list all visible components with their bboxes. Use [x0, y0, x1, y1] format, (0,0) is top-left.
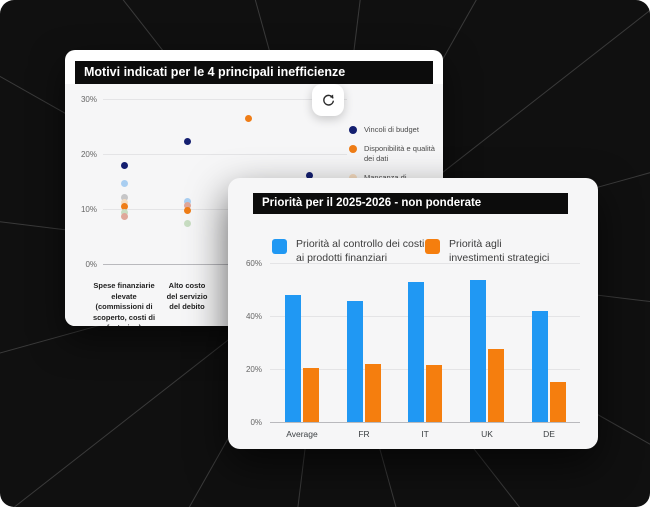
scatter-point-salmon: [183, 202, 191, 210]
bar-category-label: IT: [421, 429, 429, 439]
legend-swatch-icon: [272, 239, 287, 254]
bar-legend-item: Priorità agli investimenti strategici: [425, 238, 549, 265]
scatter-point-orange: [120, 203, 128, 211]
bar-category-label: UK: [481, 429, 493, 439]
legend-dot-icon: [349, 173, 357, 182]
bar-gridline-60: [270, 263, 580, 264]
bar-orange-fr: [365, 363, 381, 422]
scatter-gridline-30: [103, 99, 347, 100]
bar-y-tick: 40%: [245, 312, 262, 321]
scatter-gridline-10: [103, 209, 347, 210]
bar-category-label: FR: [358, 429, 370, 439]
bar-blue-it: [408, 281, 424, 422]
bar-gridline-20: [270, 369, 580, 370]
scatter-point-lightblue: [183, 197, 191, 205]
scatter-point-orange: [183, 206, 191, 214]
bar-orange-it: [426, 365, 442, 422]
legend-dot-icon: [349, 126, 357, 134]
bar-legend-item: Priorità al controllo dei costi e ai pro…: [272, 238, 433, 265]
bar-category-label: Average: [286, 429, 318, 439]
scatter-legend-label: Vincoli di budget: [364, 125, 419, 134]
bar-legend-label: Priorità al controllo dei costi e ai pro…: [296, 238, 433, 264]
scatter-gridline-0: [103, 264, 347, 265]
scatter-point-gray: [120, 193, 128, 201]
scatter-point-orange: [244, 115, 252, 123]
scatter-point-navy: [183, 137, 191, 145]
bar-blue-fr: [347, 301, 363, 422]
bar-orange-average: [303, 367, 319, 422]
bar-blue-average: [285, 294, 301, 422]
scatter-y-tick: 0%: [85, 260, 97, 269]
refresh-button[interactable]: [312, 84, 344, 116]
bar-blue-de: [532, 310, 548, 422]
refresh-icon: [322, 94, 334, 106]
scatter-y-tick: 10%: [80, 205, 97, 214]
scatter-category-label: Alto costo del servizio del debito: [166, 281, 208, 311]
scatter-category-label: Spese finanziarie elevate (commissioni d…: [92, 281, 156, 326]
scatter-point-lightblue: [120, 180, 128, 188]
scatter-card-title-bar: Motivi indicati per le 4 principali inef…: [75, 61, 433, 84]
scatter-point-navy: [305, 171, 313, 179]
bar-gridline-0: [270, 422, 580, 423]
bar-category-label: DE: [543, 429, 555, 439]
scatter-gridline-20: [103, 154, 347, 155]
scatter-legend-item: Vincoli di budget: [349, 125, 441, 135]
scatter-card-title: Motivi indicati per le 4 principali inef…: [84, 65, 346, 79]
bar-legend-label: Priorità agli investimenti strategici: [449, 238, 550, 264]
bar-chart-card: Priorità per il 2025-2026 - non ponderat…: [228, 178, 598, 449]
bar-y-tick: 20%: [245, 365, 262, 374]
scatter-point-navy: [120, 162, 128, 170]
scatter-point-green: [183, 220, 191, 228]
scatter-legend-item: Disponibilità e qualità dei dati: [349, 144, 441, 164]
bar-blue-uk: [470, 280, 486, 422]
ray-line: [13, 261, 329, 507]
legend-dot-icon: [349, 144, 357, 153]
bar-card-title-bar: Priorità per il 2025-2026 - non ponderat…: [253, 193, 568, 214]
scatter-y-tick: 20%: [80, 150, 97, 159]
bar-y-tick: 0%: [250, 418, 262, 427]
bar-gridline-40: [270, 316, 580, 317]
bar-orange-de: [550, 382, 566, 422]
scatter-point-green: [120, 208, 128, 216]
scatter-point-salmon: [120, 212, 128, 220]
bar-orange-uk: [488, 349, 504, 422]
scatter-legend-label: Disponibilità e qualità dei dati: [364, 143, 435, 163]
bar-card-title: Priorità per il 2025-2026 - non ponderat…: [262, 197, 482, 209]
bar-y-tick: 60%: [245, 259, 262, 268]
legend-swatch-icon: [425, 239, 440, 254]
scatter-point-peach: [120, 198, 128, 206]
scatter-y-tick: 30%: [80, 95, 97, 104]
